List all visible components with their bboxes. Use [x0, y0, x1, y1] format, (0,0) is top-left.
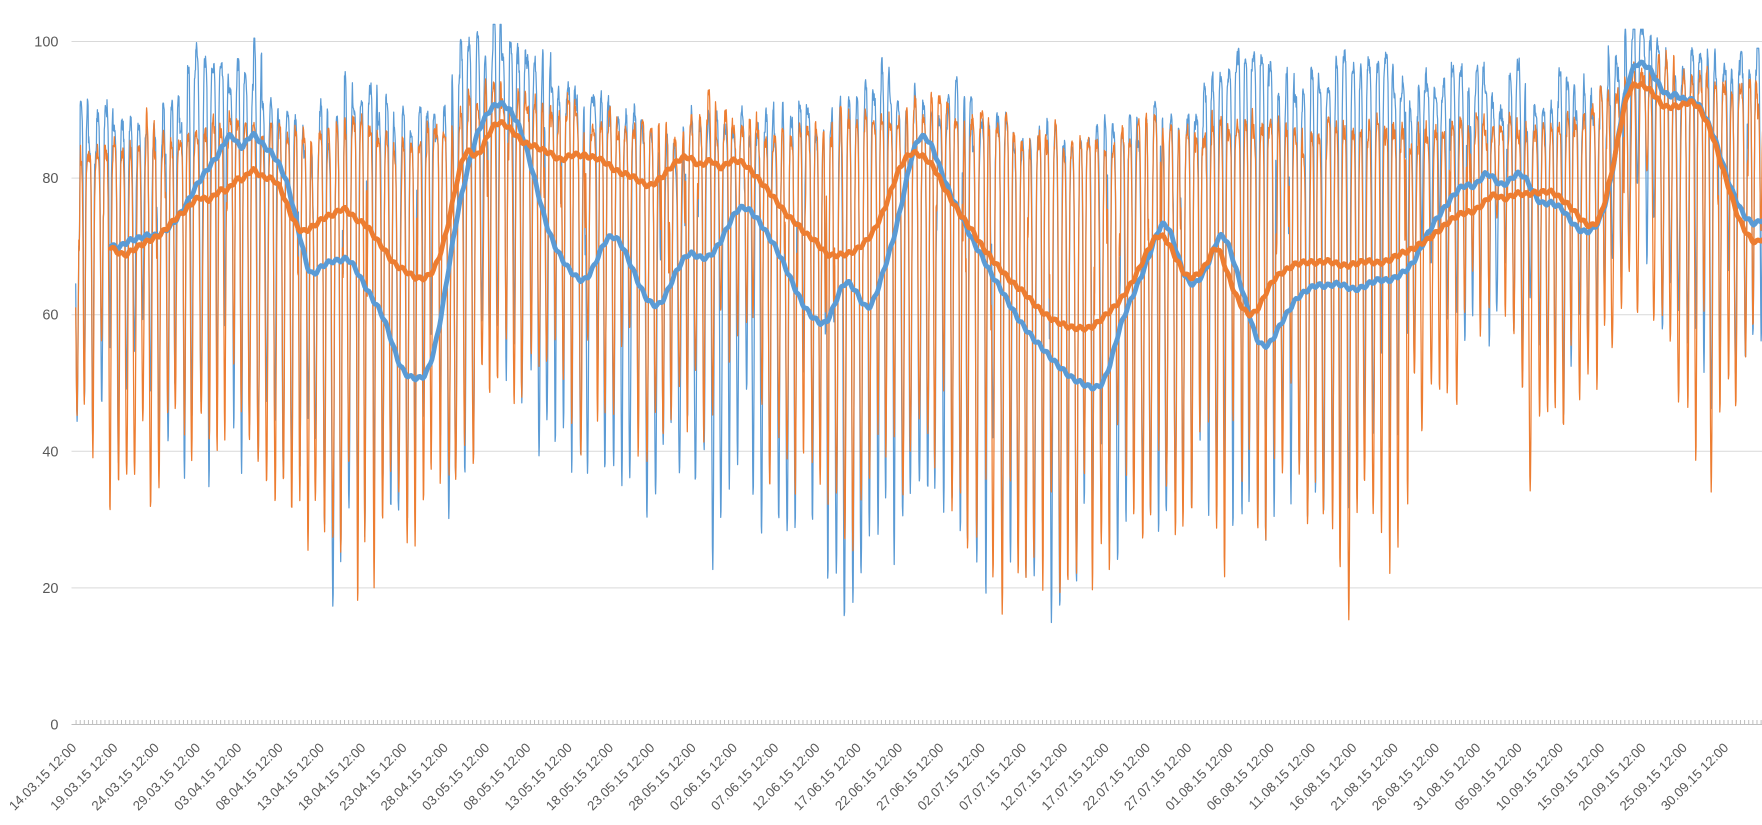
svg-text:0: 0: [50, 718, 58, 734]
svg-text:100: 100: [34, 35, 58, 51]
svg-text:40: 40: [42, 444, 58, 460]
svg-text:60: 60: [42, 308, 58, 324]
svg-text:20: 20: [42, 581, 58, 597]
svg-text:80: 80: [42, 171, 58, 187]
